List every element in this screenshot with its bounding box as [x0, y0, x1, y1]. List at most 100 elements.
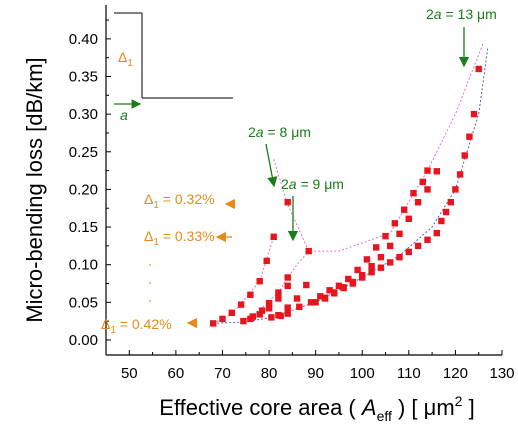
data-point: [349, 278, 357, 286]
ellipsis-dot: [149, 264, 151, 266]
data-point: [219, 315, 226, 323]
data-point: [265, 305, 273, 312]
data-point: [363, 256, 371, 263]
data-point: [296, 303, 303, 310]
data-point: [354, 266, 361, 274]
data-point: [321, 295, 329, 302]
data-point: [284, 274, 291, 281]
data-point: [387, 259, 394, 266]
data-point: [419, 178, 426, 186]
delta-annotation: Δ1 = 0.33%: [144, 228, 215, 248]
dashed-guide: [213, 46, 489, 324]
y-axis-title: Micro-bending loss [dB/km]: [22, 57, 47, 322]
x-tick-label: 50: [121, 365, 138, 382]
data-point: [228, 309, 235, 316]
data-point: [331, 290, 338, 297]
data-point: [312, 299, 319, 306]
data-point: [256, 278, 263, 285]
data-point: [396, 254, 403, 261]
data-point: [433, 168, 440, 175]
data-point: [335, 282, 343, 289]
data-point: [410, 190, 417, 197]
data-point: [466, 133, 473, 140]
y-tick-label: 0.00: [69, 332, 98, 349]
data-point: [237, 301, 245, 308]
index-profile-inset: Δ1 a: [114, 12, 233, 123]
data-point: [470, 110, 478, 118]
data-point: [340, 284, 347, 291]
x-tick-label: 110: [397, 365, 421, 382]
y-tick-label: 0.05: [69, 294, 98, 311]
data-point: [210, 320, 217, 327]
data-point: [284, 304, 291, 311]
data-point: [377, 254, 385, 261]
data-point: [396, 230, 403, 237]
inset-delta-label: Δ1: [118, 49, 133, 69]
x-tick-label: 100: [350, 365, 375, 382]
data-point: [424, 186, 431, 193]
y-tick-label: 0.10: [69, 257, 98, 274]
data-point: [247, 291, 254, 298]
data-point: [405, 248, 412, 256]
data-point: [442, 208, 450, 216]
core-diameter-annotation: 2a = 8 μm: [248, 124, 311, 140]
data-point: [368, 263, 375, 270]
data-point: [405, 215, 412, 222]
data-point: [277, 312, 284, 320]
data-point: [256, 311, 263, 318]
data-point: [456, 171, 464, 178]
dashed-guide: [243, 250, 310, 322]
x-tick-label: 130: [489, 365, 514, 382]
y-tick-label: 0.20: [69, 181, 98, 198]
data-point: [373, 244, 380, 251]
data-point: [424, 167, 431, 174]
data-point: [401, 206, 408, 213]
x-tick-label: 60: [168, 365, 185, 382]
data-points: [210, 65, 482, 327]
data-point: [452, 186, 459, 193]
dashed-guide: [273, 42, 484, 252]
core-diameter-annotation: 2a = 13 μm: [426, 6, 497, 22]
data-point: [275, 295, 282, 302]
data-point: [303, 281, 310, 289]
x-tick-label: 90: [307, 365, 324, 382]
data-point: [377, 264, 385, 271]
data-point: [326, 287, 333, 294]
data-point: [433, 229, 440, 237]
data-point: [247, 315, 254, 323]
x-tick-label: 70: [214, 365, 231, 382]
data-point: [275, 289, 282, 296]
data-point: [475, 65, 482, 73]
core-diameter-annotation: 2a = 9 μm: [281, 176, 344, 192]
data-point: [359, 274, 366, 281]
y-tick-label: 0.35: [69, 69, 98, 86]
data-point: [284, 282, 291, 289]
data-point: [387, 242, 394, 250]
data-point: [258, 307, 266, 314]
plot-frame: [105, 5, 502, 356]
x-tick-label: 80: [261, 365, 278, 382]
data-point: [391, 220, 398, 227]
data-point: [284, 310, 291, 317]
delta-annotation: Δ1 = 0.42%: [101, 316, 172, 336]
axis-ticks: 50 60 70 80 90 100 110 120 130 0.00 0.05 0.10 0.15 0.…: [69, 19, 515, 382]
y-tick-label: 0.25: [69, 144, 98, 161]
annotations: Δ1 = 0.32% Δ1 = 0.33% Δ1 = 0.42% 2a = 8 μm 2…: [101, 6, 497, 336]
data-point: [293, 295, 301, 302]
data-point: [414, 199, 422, 206]
data-point: [263, 257, 270, 265]
data-point: [424, 236, 431, 243]
data-point: [284, 199, 291, 206]
data-point: [382, 232, 389, 240]
y-tick-label: 0.40: [69, 31, 98, 48]
y-tick-label: 0.30: [69, 106, 98, 123]
data-point: [307, 299, 315, 306]
data-point: [414, 242, 422, 250]
data-point: [305, 247, 312, 255]
data-point: [317, 293, 324, 300]
data-point: [438, 217, 445, 225]
data-point: [345, 275, 352, 283]
ellipsis-dot: [149, 282, 151, 284]
data-point: [447, 199, 454, 206]
